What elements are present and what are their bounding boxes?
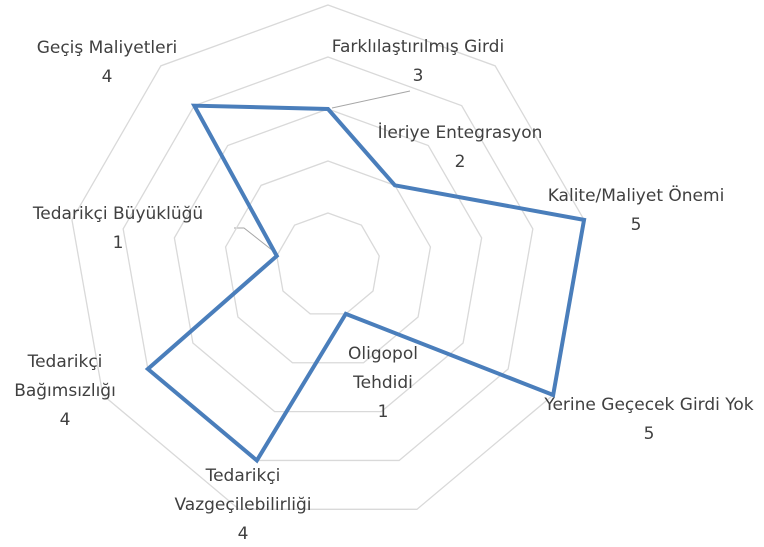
value-label: 4 <box>59 410 71 430</box>
data-label: Yerine Geçecek Girdi Yok 5 <box>537 391 762 449</box>
value-label: 2 <box>454 152 466 172</box>
value-label: 4 <box>237 524 249 544</box>
data-label: Tedarikçi Büyüklüğü 1 <box>0 200 238 258</box>
grid-ring <box>276 212 380 315</box>
data-label: Oligopol Tehdidi 1 <box>333 340 433 427</box>
category-label: İleriye Entegrasyon <box>377 123 543 143</box>
category-label: Geçiş Maliyetleri <box>36 38 178 58</box>
category-label: Farklılaştırılmış Girdi <box>331 37 505 57</box>
data-label: Farklılaştırılmış Girdi 3 <box>288 33 548 91</box>
value-label: 5 <box>630 215 642 235</box>
category-label: Tedarikçi Büyüklüğü <box>32 204 204 224</box>
value-label: 3 <box>412 66 424 86</box>
category-label: Tedarikçi Bağımsızlığı <box>14 352 116 401</box>
grid-ring <box>71 4 585 510</box>
value-label: 4 <box>101 67 113 87</box>
grid-ring <box>122 56 534 462</box>
grid-ring <box>224 160 432 364</box>
series-line <box>144 103 587 464</box>
category-label: Kalite/Maliyet Önemi <box>547 186 725 206</box>
category-label: Oligopol Tehdidi <box>348 344 418 393</box>
data-label: Kalite/Maliyet Önemi 5 <box>516 182 756 240</box>
value-label: 1 <box>377 402 389 422</box>
data-label: İleriye Entegrasyon 2 <box>340 119 580 177</box>
leader-line <box>234 227 278 255</box>
value-label: 1 <box>112 233 124 253</box>
leader-line <box>331 90 411 109</box>
data-label: Geçiş Maliyetleri 4 <box>0 34 217 92</box>
value-label: 5 <box>643 424 655 444</box>
category-label: Tedarikçi Vazgeçilebilirliği <box>174 466 312 515</box>
data-label: Tedarikçi Vazgeçilebilirliği 4 <box>148 462 338 547</box>
category-label: Yerine Geçecek Girdi Yok <box>544 395 754 415</box>
data-label: Tedarikçi Bağımsızlığı 4 <box>0 348 130 435</box>
grid-ring <box>173 108 483 413</box>
